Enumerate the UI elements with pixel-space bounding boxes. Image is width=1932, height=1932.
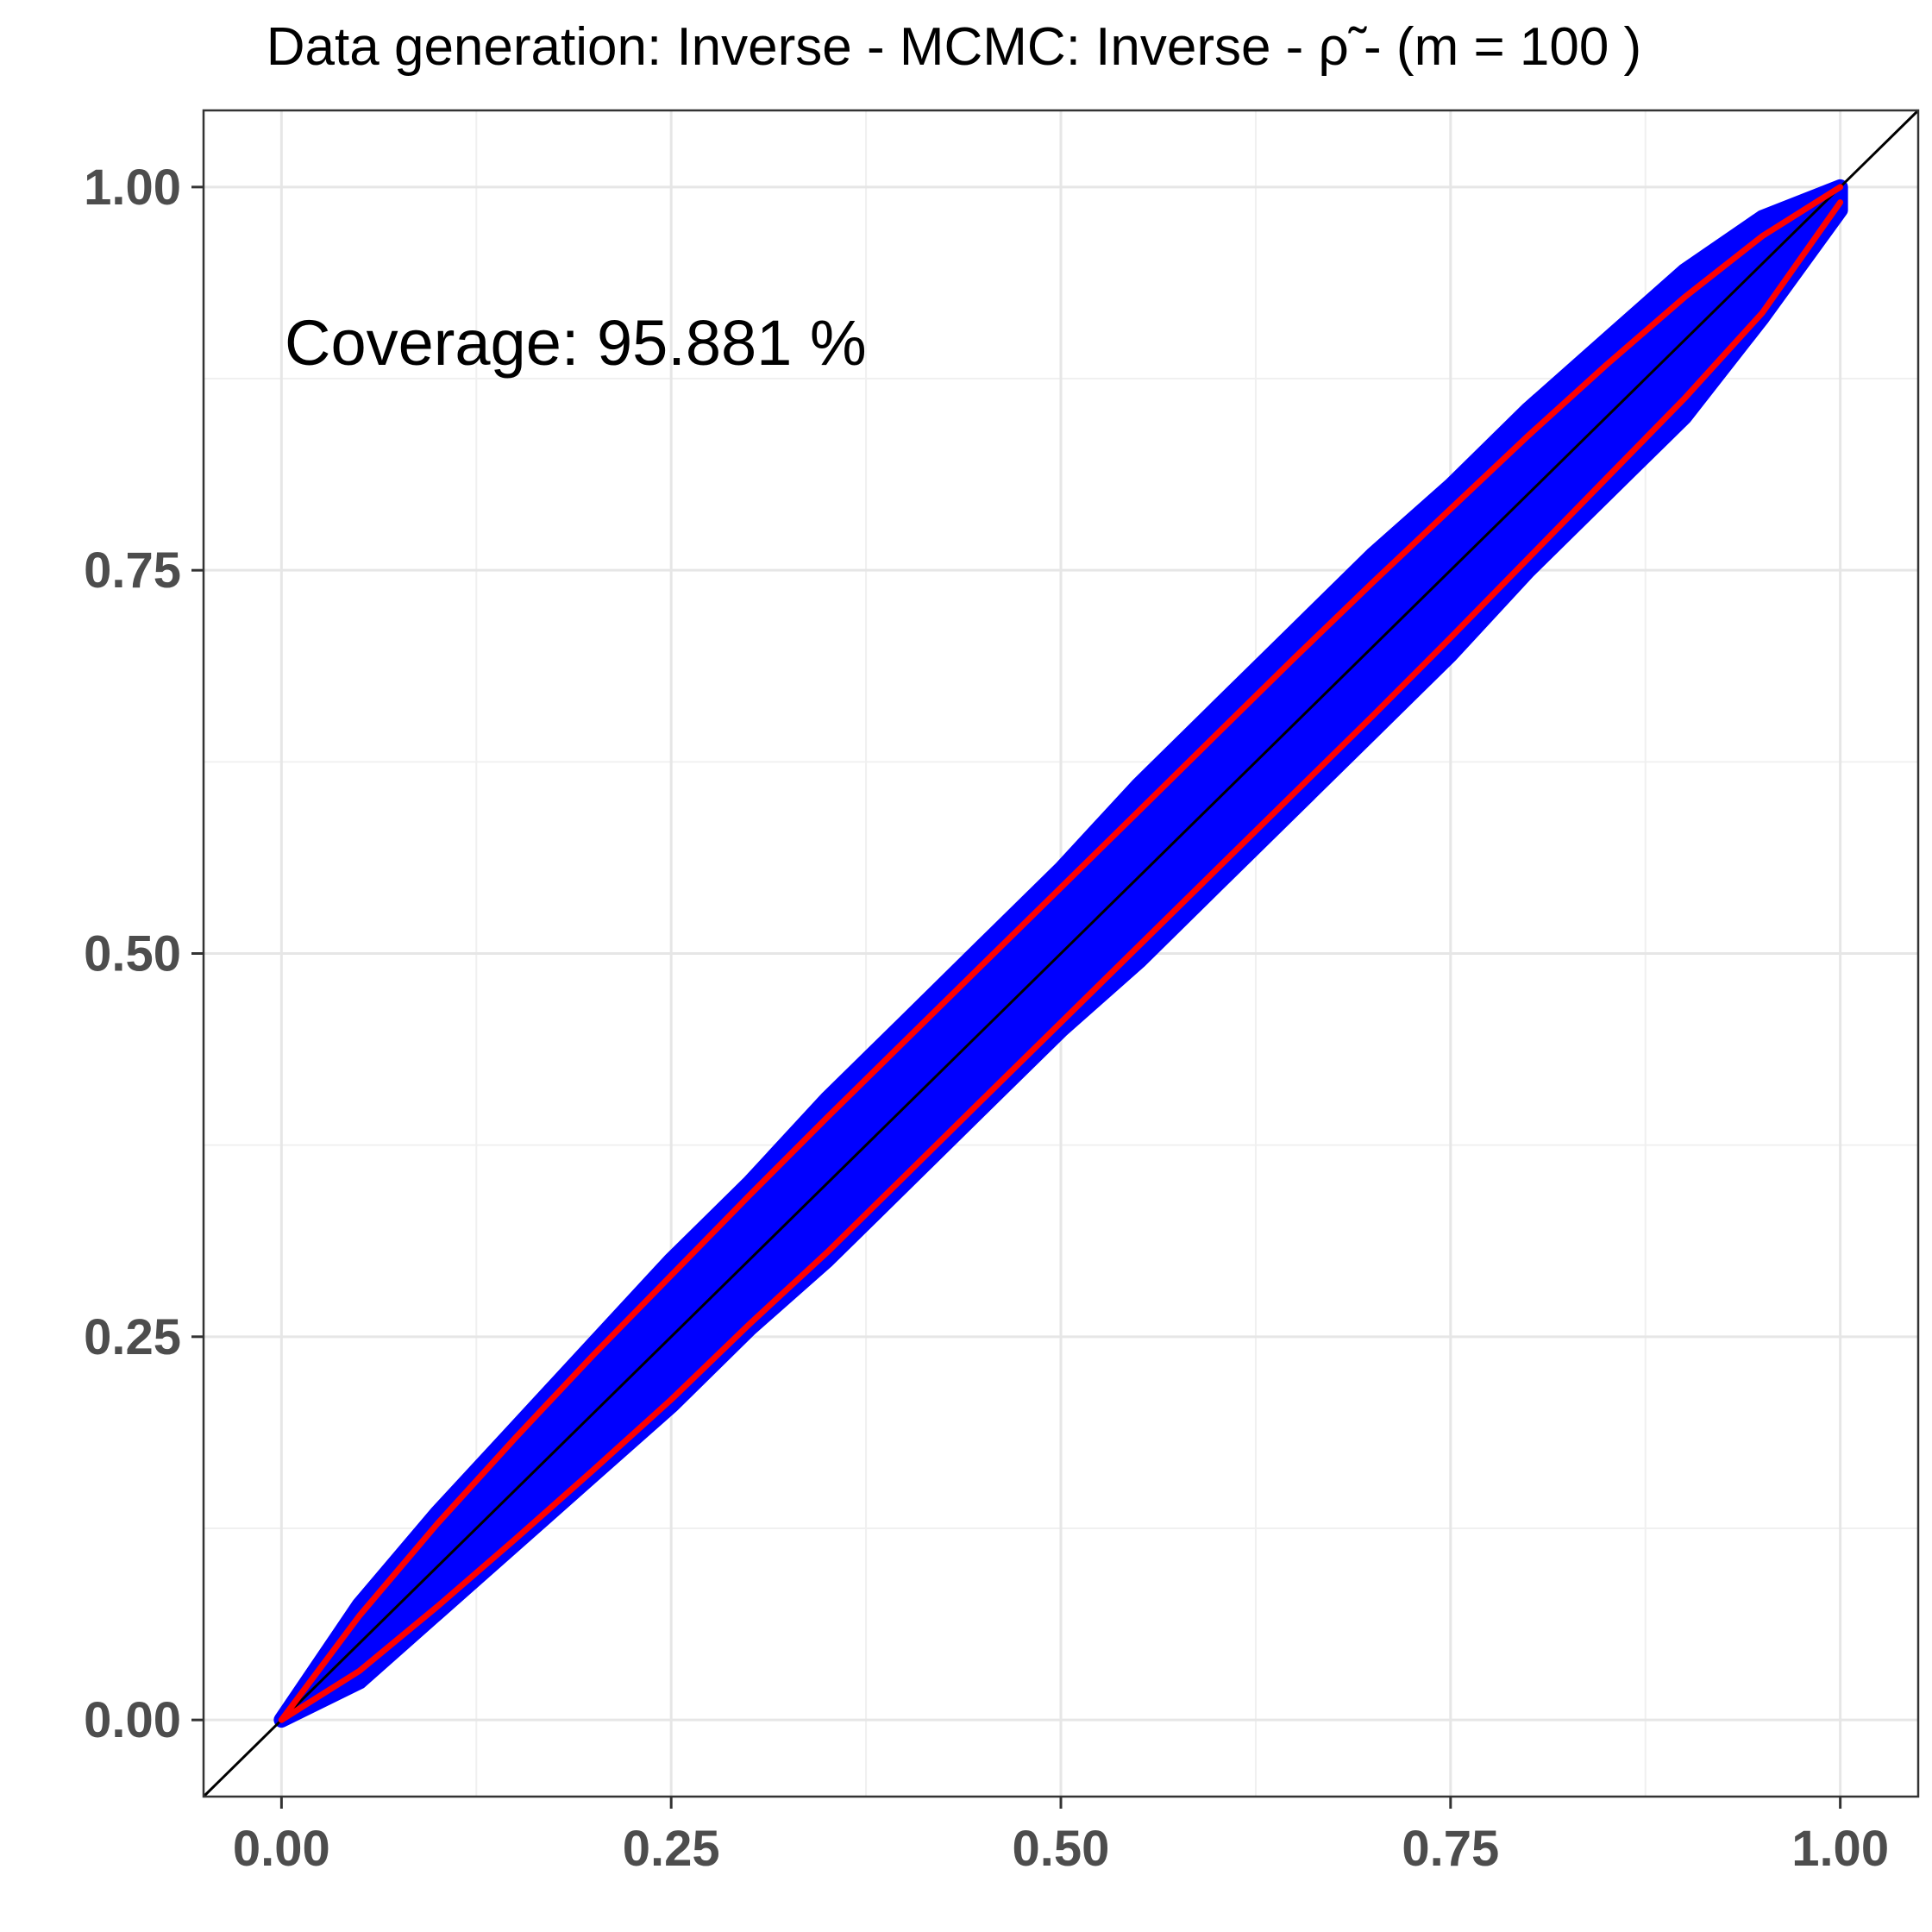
x-tick-label: 0.25 (623, 1821, 720, 1877)
y-tick-label: 0.75 (84, 543, 181, 599)
x-tick-label: 1.00 (1791, 1821, 1889, 1877)
envelope-line-1 (278, 184, 1844, 1723)
y-tick-label: 1.00 (84, 160, 181, 216)
y-tick-label: 0.00 (84, 1692, 181, 1748)
coverage-annotation: Coverage: 95.881 % (285, 307, 867, 379)
x-tick-label: 0.00 (233, 1821, 330, 1877)
x-axis-ticks: 0.00 0.25 0.50 0.75 1.00 (233, 1797, 1889, 1877)
x-tick-label: 0.75 (1402, 1821, 1499, 1877)
reference-line-layer (202, 109, 1920, 1798)
reference-line (202, 109, 1920, 1798)
y-tick-label: 0.50 (84, 926, 181, 982)
envelope-line-2 (278, 199, 1844, 1723)
series-layer (278, 184, 1844, 1723)
y-tick-label: 0.25 (84, 1309, 181, 1365)
y-axis-ticks: 0.00 0.25 0.50 0.75 1.00 (84, 160, 204, 1748)
x-tick-label: 0.50 (1013, 1821, 1110, 1877)
chart-title: Data generation: Inverse - MCMC: Inverse… (267, 17, 1641, 77)
